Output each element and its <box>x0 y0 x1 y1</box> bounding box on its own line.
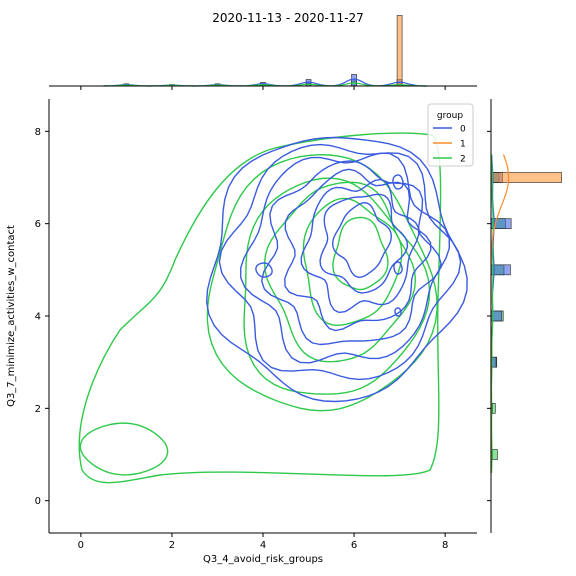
x-tick-label: 0 <box>78 540 84 551</box>
legend-items: 0 1 2 <box>433 125 466 165</box>
kde-contour-group-2 <box>79 422 169 476</box>
x-tick-label: 2 <box>169 540 175 551</box>
kde-contour-group-0 <box>261 160 442 346</box>
y-tick-label: 0 <box>35 496 41 507</box>
kde-contour-group-2 <box>332 216 389 291</box>
marginal-y-plot <box>487 99 562 533</box>
kde-contour-group-0 <box>394 307 402 317</box>
kde-contour-group-0 <box>255 262 273 278</box>
y-axis-ticks: 0 2 4 6 8 <box>35 127 49 507</box>
kde-contour-group-0 <box>393 261 403 275</box>
x-axis-ticks: 0 2 4 6 8 <box>78 533 448 551</box>
marginal-x-bar-group-0 <box>351 74 357 87</box>
x-axis-label: Q3_4_avoid_risk_groups <box>203 554 323 565</box>
kde-contour-group-0 <box>392 174 404 190</box>
legend-label-group-2: 2 <box>460 155 466 165</box>
legend-label-group-1: 1 <box>460 140 466 150</box>
kde-contour-group-0 <box>300 178 420 314</box>
kde-contour-group-0 <box>240 152 450 364</box>
x-tick-label: 8 <box>442 540 448 551</box>
joint-plot-area: 0 2 4 6 8 0 2 4 6 8 Q3_4_avoid_risk_groups Q3_7_… <box>6 99 477 565</box>
marginal-x-ticks <box>80 86 446 90</box>
x-tick-label: 4 <box>260 540 266 551</box>
legend: group 0 1 2 <box>427 103 474 167</box>
y-axis-label: Q3_7_minimize_activities_w_contact <box>6 225 17 407</box>
kde-contour-group-2 <box>206 154 438 412</box>
legend-frame <box>427 103 474 167</box>
figure-title: 2020-11-13 - 2020-11-27 <box>212 11 363 25</box>
y-tick-label: 2 <box>35 404 41 415</box>
y-tick-label: 4 <box>35 312 41 323</box>
kde-contour-group-2 <box>263 181 417 363</box>
marginal-y-bar-group-1 <box>490 172 562 183</box>
x-tick-label: 6 <box>351 540 357 551</box>
kde-contour-group-0 <box>206 136 468 403</box>
kde-contour-group-0 <box>319 193 409 294</box>
kde-contour-group-2 <box>302 197 403 326</box>
marginal-y-ticks <box>487 130 491 502</box>
y-tick-label: 6 <box>35 219 41 230</box>
kde-contours <box>78 132 468 484</box>
legend-title: group <box>437 111 463 121</box>
legend-label-group-0: 0 <box>460 125 466 135</box>
kde-contour-group-0 <box>218 143 462 381</box>
marginal-y-bars <box>490 154 562 474</box>
marginal-x-plot <box>49 15 477 90</box>
kde-contour-group-0 <box>284 168 432 332</box>
marginal-x-bars <box>103 15 427 87</box>
kde-contour-group-2 <box>243 177 431 395</box>
y-tick-label: 8 <box>35 127 41 138</box>
kde-contour-group-0 <box>332 202 392 278</box>
marginal-x-bar-group-1 <box>396 15 403 87</box>
